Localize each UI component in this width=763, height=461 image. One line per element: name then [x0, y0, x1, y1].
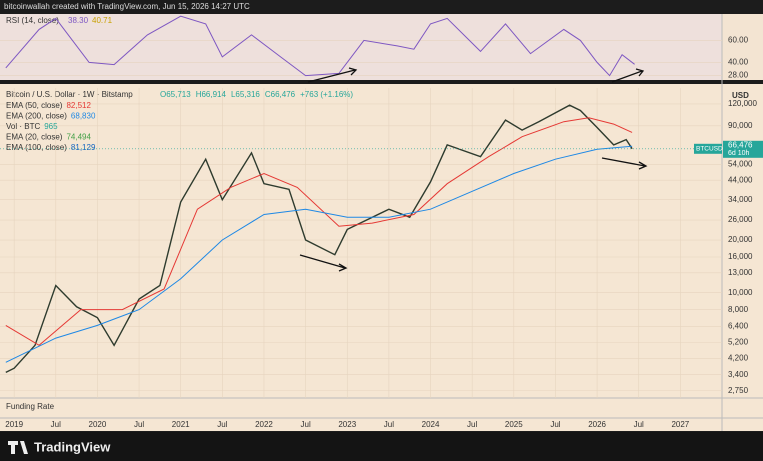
series-line — [5, 104, 633, 374]
time-axis — [0, 418, 763, 431]
x-tick-label: 2019 — [5, 420, 23, 429]
indicator-value: 74,494 — [66, 133, 91, 142]
countdown: 6d 10h — [728, 150, 750, 157]
x-tick-label: 2026 — [588, 420, 606, 429]
symbol-tag — [694, 143, 722, 154]
series-line — [5, 15, 635, 77]
price-pane — [0, 84, 763, 398]
logo-icon — [8, 441, 28, 454]
y-tick-label: 90,000 — [728, 121, 753, 130]
ohlc-value: H66,914 — [196, 90, 227, 99]
x-tick-label: 2023 — [338, 420, 356, 429]
y-tick-label: 13,000 — [728, 268, 753, 277]
rsi-band — [0, 14, 722, 80]
y-tick-label: 34,000 — [728, 195, 753, 204]
y-tick-label: 8,000 — [728, 305, 749, 314]
symbol-tag-text: BTCUSD — [696, 146, 723, 153]
arrow — [611, 68, 645, 83]
x-tick-label: Jul — [51, 420, 61, 429]
indicator-value: 68,830 — [71, 112, 96, 121]
y-tick-label: 40.00 — [728, 58, 749, 67]
funding-label: Funding Rate — [6, 402, 55, 411]
ohlc-value: L65,316 — [231, 90, 260, 99]
y-tick-label: 28.00 — [728, 71, 749, 80]
price-tag — [723, 140, 763, 158]
indicator-name: EMA (50, close) — [6, 101, 63, 110]
logo: TradingView — [34, 439, 111, 454]
x-tick-label: Jul — [550, 420, 560, 429]
pane-layer: 120,000 90,000 54,000 44,000 34,000 26,000 20,… — [0, 88, 757, 429]
y-tick-label: 10,000 — [728, 288, 753, 297]
ohlc-value: C66,476 — [265, 90, 296, 99]
y-tick-label: 6,400 — [728, 322, 749, 331]
y-tick-label: 120,000 — [728, 99, 757, 108]
indicator-name: EMA (200, close) — [6, 112, 67, 121]
arrow — [601, 157, 648, 170]
x-tick-label: Jul — [217, 420, 227, 429]
x-tick-label: 2020 — [89, 420, 107, 429]
x-tick-label: Jul — [134, 420, 144, 429]
y-tick-label: 26,000 — [728, 215, 753, 224]
arrow — [299, 254, 348, 272]
x-tick-label: 2022 — [255, 420, 273, 429]
rsi-title: RSI (14, close) — [6, 16, 59, 25]
x-tick-label: 2024 — [422, 420, 440, 429]
indicator-name: EMA (20, close) — [6, 133, 63, 142]
header: bitcoinwallah created with TradingView.c… — [4, 2, 250, 11]
y-tick-label: 5,200 — [728, 337, 749, 346]
price-tag-text: 66,476 — [728, 140, 753, 149]
annotations — [299, 67, 648, 272]
x-tick-label: 2021 — [172, 420, 190, 429]
indicator-value: 965 — [44, 122, 58, 131]
y-tick-label: 20,000 — [728, 235, 753, 244]
arrow — [307, 67, 358, 83]
indicator-name: Vol · BTC — [6, 122, 40, 131]
price-title: Bitcoin / U.S. Dollar · 1W · Bitstamp — [6, 90, 133, 99]
y-tick-label: 16,000 — [728, 252, 753, 261]
indicator-value: 81,129 — [71, 143, 96, 152]
ohlc-value: O65,713 — [160, 90, 191, 99]
x-tick-label: Jul — [384, 420, 394, 429]
x-tick-label: Jul — [634, 420, 644, 429]
rsi-ma-value: 40.71 — [92, 16, 113, 25]
y-tick-label: 60.00 — [728, 36, 749, 45]
y-tick-label: 3,400 — [728, 370, 749, 379]
x-tick-label: Jul — [467, 420, 477, 429]
footer — [0, 432, 763, 461]
x-tick-label: 2025 — [505, 420, 523, 429]
indicator-value: 82,512 — [66, 101, 91, 110]
y-tick-label: 44,000 — [728, 175, 753, 184]
series-line — [5, 117, 633, 346]
series-line — [5, 145, 633, 363]
funding-pane — [0, 398, 763, 418]
y-tick-label: 4,200 — [728, 354, 749, 363]
y-tick-label: 54,000 — [728, 160, 753, 169]
pane-layer: 60.00 40.00 28.00 — [0, 15, 749, 80]
rsi-value: 38.30 — [68, 16, 89, 25]
x-tick-label: 2027 — [671, 420, 689, 429]
y-tick-label: 2,750 — [728, 386, 749, 395]
currency: USD — [732, 91, 749, 100]
indicator-name: EMA (100, close) — [6, 143, 67, 152]
x-tick-label: Jul — [301, 420, 311, 429]
ohlc-value: +763 (+1.16%) — [300, 90, 353, 99]
